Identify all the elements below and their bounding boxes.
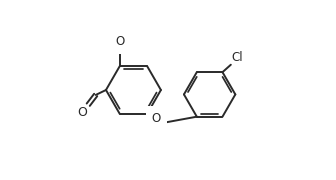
Text: Cl: Cl (232, 51, 243, 64)
Text: O: O (115, 35, 124, 48)
Text: O: O (152, 112, 161, 125)
Text: O: O (77, 106, 87, 119)
